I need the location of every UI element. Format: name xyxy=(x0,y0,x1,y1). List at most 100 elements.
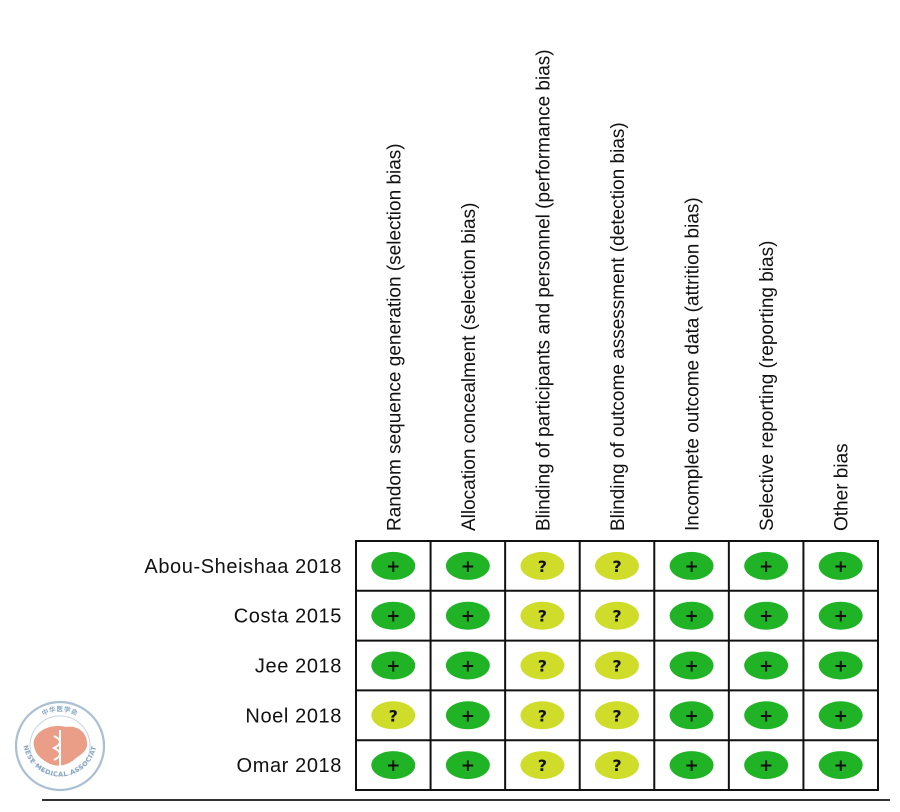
risk-symbol: + xyxy=(684,756,698,776)
unclear-risk-mark: ? xyxy=(595,751,639,780)
risk-circle xyxy=(371,551,416,580)
risk-circle xyxy=(445,701,490,730)
risk-symbol: ? xyxy=(612,657,621,676)
low-risk-mark: + xyxy=(669,601,714,630)
risk-symbol: ? xyxy=(612,756,621,775)
risk-circle xyxy=(669,751,714,780)
risk-symbol: + xyxy=(834,756,848,776)
risk-symbol: + xyxy=(461,657,475,677)
risk-circle xyxy=(371,751,416,780)
risk-circle xyxy=(520,751,565,780)
risk-circle xyxy=(595,651,639,680)
risk-symbol: + xyxy=(386,657,400,677)
low-risk-mark: + xyxy=(818,601,863,630)
risk-symbol: + xyxy=(759,706,773,726)
risk-symbol: ? xyxy=(389,706,398,725)
risk-symbol: + xyxy=(759,657,773,677)
low-risk-mark: + xyxy=(818,651,863,680)
risk-circle xyxy=(445,601,490,630)
low-risk-mark: + xyxy=(669,651,714,680)
column-label: Allocation concealment (selection bias) xyxy=(459,203,480,531)
column-label: Random sequence generation (selection bi… xyxy=(384,143,405,531)
unclear-risk-mark: ? xyxy=(520,601,565,630)
low-risk-mark: + xyxy=(744,551,789,580)
low-risk-mark: + xyxy=(371,551,416,580)
risk-symbol: + xyxy=(684,706,698,726)
risk-symbol: + xyxy=(461,557,475,577)
risk-symbol: ? xyxy=(612,607,621,626)
low-risk-mark: + xyxy=(445,651,490,680)
risk-circle xyxy=(445,751,490,780)
unclear-risk-mark: ? xyxy=(520,551,565,580)
risk-circle xyxy=(445,651,490,680)
risk-circle xyxy=(595,551,639,580)
risk-circle xyxy=(669,601,714,630)
risk-circle xyxy=(744,701,789,730)
risk-symbol: ? xyxy=(538,756,547,775)
column-label: Other bias xyxy=(832,443,853,531)
row-label: Abou-Sheishaa 2018 xyxy=(144,556,342,578)
risk-symbol: ? xyxy=(538,607,547,626)
risk-symbol: + xyxy=(759,557,773,577)
footer-rule xyxy=(42,799,890,801)
risk-symbol: ? xyxy=(538,557,547,576)
grid-frame xyxy=(355,540,879,791)
risk-symbol: + xyxy=(386,557,400,577)
row-label: Noel 2018 xyxy=(245,705,342,727)
risk-circle xyxy=(520,551,565,580)
risk-circle xyxy=(595,701,639,730)
row-label: Jee 2018 xyxy=(255,656,342,678)
low-risk-mark: + xyxy=(371,651,416,680)
column-label: Selective reporting (reporting bias) xyxy=(757,241,778,531)
unclear-risk-mark: ? xyxy=(520,701,565,730)
risk-circle xyxy=(520,601,565,630)
low-risk-mark: + xyxy=(445,551,490,580)
low-risk-mark: + xyxy=(371,751,416,780)
logo-characters: 中华医学会 xyxy=(40,704,79,717)
risk-symbol: + xyxy=(834,557,848,577)
unclear-risk-mark: ? xyxy=(595,601,639,630)
risk-symbol: + xyxy=(461,706,475,726)
risk-circle xyxy=(818,701,863,730)
column-labels: Random sequence generation (selection bi… xyxy=(384,49,852,531)
unclear-risk-mark: ? xyxy=(520,751,565,780)
row-label: Omar 2018 xyxy=(237,755,342,777)
low-risk-mark: + xyxy=(669,551,714,580)
risk-symbol: + xyxy=(684,657,698,677)
risk-circle xyxy=(595,601,639,630)
row-labels: Abou-Sheishaa 2018 Costa 2015 Jee 2018 Noel… xyxy=(144,556,342,777)
risk-circle xyxy=(520,651,565,680)
low-risk-mark: + xyxy=(818,551,863,580)
risk-circle xyxy=(520,701,565,730)
risk-circle xyxy=(818,651,863,680)
risk-symbol: + xyxy=(461,756,475,776)
risk-symbol: + xyxy=(386,607,400,627)
low-risk-mark: + xyxy=(744,601,789,630)
risk-circle xyxy=(371,601,416,630)
risk-symbol: + xyxy=(759,756,773,776)
risk-circle xyxy=(669,651,714,680)
risk-circle xyxy=(744,551,789,580)
risk-circle xyxy=(445,551,490,580)
low-risk-mark: + xyxy=(744,651,789,680)
unclear-risk-mark: ? xyxy=(595,651,639,680)
risk-circle xyxy=(371,651,416,680)
risk-symbol: + xyxy=(834,657,848,677)
unclear-risk-mark: ? xyxy=(595,551,639,580)
column-label: Incomplete outcome data (attrition bias) xyxy=(683,197,704,531)
low-risk-mark: + xyxy=(818,701,863,730)
risk-symbol: + xyxy=(834,706,848,726)
low-risk-mark: + xyxy=(669,751,714,780)
low-risk-mark: + xyxy=(744,751,789,780)
low-risk-mark: + xyxy=(445,601,490,630)
risk-symbol: + xyxy=(684,607,698,627)
low-risk-mark: + xyxy=(818,751,863,780)
risk-circle xyxy=(818,601,863,630)
grid xyxy=(355,540,879,791)
unclear-risk-mark: ? xyxy=(595,701,639,730)
risk-symbol: ? xyxy=(538,706,547,725)
risk-circle xyxy=(669,701,714,730)
unclear-risk-mark: ? xyxy=(520,651,565,680)
row-label: Costa 2015 xyxy=(234,606,342,628)
chinese-medical-association-logo-icon: 中华医学会 CHINESE MEDICAL ASSOCIATION xyxy=(10,692,106,792)
